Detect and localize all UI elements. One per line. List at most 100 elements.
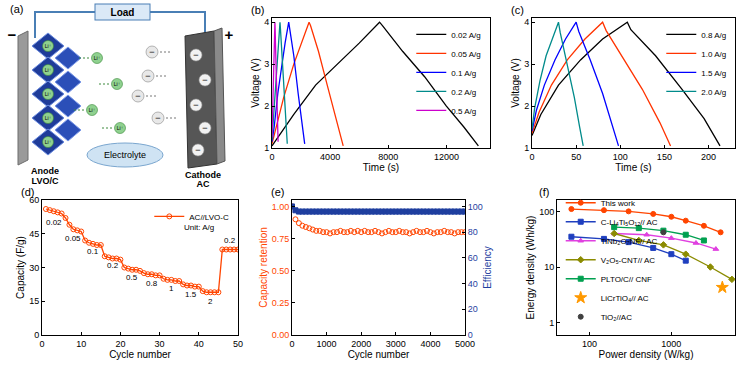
svg-text:0.2: 0.2 <box>224 236 236 245</box>
svg-text:2000: 2000 <box>351 339 371 349</box>
svg-text:−: − <box>202 123 207 133</box>
svg-text:AC: AC <box>197 179 210 188</box>
svg-text:0.05: 0.05 <box>65 234 81 243</box>
svg-text:Time (s): Time (s) <box>615 162 651 173</box>
svg-text:4: 4 <box>524 17 529 27</box>
svg-text:1.00: 1.00 <box>272 202 290 212</box>
svg-text:LVO/C: LVO/C <box>32 176 59 186</box>
svg-text:Voltage (V): Voltage (V) <box>510 58 521 107</box>
svg-text:−: − <box>145 71 150 81</box>
svg-text:60: 60 <box>29 195 39 205</box>
svg-text:V₂O₅-CNT// AC: V₂O₅-CNT// AC <box>601 256 656 265</box>
svg-text:Li⁺: Li⁺ <box>89 107 96 113</box>
svg-text:100: 100 <box>582 339 597 349</box>
svg-text:1.5 A/g: 1.5 A/g <box>701 69 726 78</box>
svg-text:40: 40 <box>468 279 478 289</box>
svg-text:0.5 A/g: 0.5 A/g <box>451 107 476 116</box>
svg-text:50: 50 <box>571 152 581 162</box>
svg-text:0: 0 <box>529 152 534 162</box>
svg-text:8000: 8000 <box>378 152 398 162</box>
svg-text:40: 40 <box>194 339 204 349</box>
svg-text:3000: 3000 <box>386 339 406 349</box>
svg-text:1.0 A/g: 1.0 A/g <box>701 50 726 59</box>
svg-text:(e): (e) <box>271 186 284 198</box>
svg-text:1: 1 <box>549 318 554 328</box>
svg-text:−: − <box>155 113 160 123</box>
svg-text:1: 1 <box>264 143 269 153</box>
svg-text:(b): (b) <box>251 4 264 16</box>
svg-text:Unit: A/g: Unit: A/g <box>184 223 214 232</box>
svg-text:0: 0 <box>39 339 44 349</box>
svg-text:200: 200 <box>701 152 716 162</box>
svg-text:Cathode: Cathode <box>185 170 221 180</box>
svg-text:1000: 1000 <box>317 339 337 349</box>
svg-text:Voltage (V): Voltage (V) <box>250 58 261 107</box>
svg-text:Capacity (F/g): Capacity (F/g) <box>15 236 26 299</box>
svg-text:−: − <box>135 91 140 101</box>
svg-text:−: − <box>202 75 207 85</box>
svg-text:Cycle number: Cycle number <box>348 349 410 360</box>
svg-text:4000: 4000 <box>420 339 440 349</box>
svg-text:2.0 A/g: 2.0 A/g <box>701 88 726 97</box>
svg-text:100: 100 <box>613 152 628 162</box>
svg-text:1000: 1000 <box>661 339 681 349</box>
svg-text:This work: This work <box>601 199 636 208</box>
svg-text:(a): (a) <box>10 3 23 15</box>
svg-text:2: 2 <box>264 101 269 111</box>
svg-text:4000: 4000 <box>320 152 340 162</box>
svg-text:Li⁺: Li⁺ <box>45 139 52 145</box>
svg-text:30: 30 <box>155 339 165 349</box>
svg-text:Capacity retention: Capacity retention <box>258 227 269 308</box>
svg-text:1.5: 1.5 <box>185 290 197 299</box>
svg-text:0.02 A/g: 0.02 A/g <box>451 31 480 40</box>
svg-text:0.8 A/g: 0.8 A/g <box>701 31 726 40</box>
svg-text:TiO₂//AC: TiO₂//AC <box>601 313 632 322</box>
svg-text:−: − <box>149 47 154 57</box>
svg-text:10: 10 <box>76 339 86 349</box>
svg-text:0.8: 0.8 <box>146 279 158 288</box>
svg-text:50: 50 <box>233 339 243 349</box>
svg-text:0.00: 0.00 <box>272 330 290 340</box>
svg-text:0: 0 <box>289 339 294 349</box>
svg-text:0.75: 0.75 <box>272 234 290 244</box>
svg-text:12000: 12000 <box>434 152 459 162</box>
svg-text:20: 20 <box>468 304 478 314</box>
svg-text:Li⁺: Li⁺ <box>94 55 101 61</box>
svg-text:0.25: 0.25 <box>272 298 290 308</box>
svg-text:Time (s): Time (s) <box>363 162 399 173</box>
svg-text:0.50: 0.50 <box>272 266 290 276</box>
svg-text:0.1: 0.1 <box>87 247 99 256</box>
svg-text:Anode: Anode <box>31 166 59 176</box>
svg-text:Li⁺: Li⁺ <box>114 81 121 87</box>
svg-text:0.2: 0.2 <box>107 261 119 270</box>
svg-text:3: 3 <box>264 59 269 69</box>
svg-text:3: 3 <box>524 59 529 69</box>
svg-text:−: − <box>193 50 198 60</box>
svg-text:−: − <box>195 145 200 155</box>
svg-text:(c): (c) <box>511 4 524 16</box>
svg-text:Li⁺: Li⁺ <box>45 67 52 73</box>
svg-text:30: 30 <box>29 263 39 273</box>
svg-text:45: 45 <box>29 229 39 239</box>
svg-text:0: 0 <box>468 330 473 340</box>
svg-text:LiCrTiO₄// AC: LiCrTiO₄// AC <box>601 294 649 303</box>
svg-text:0.5: 0.5 <box>126 273 138 282</box>
svg-text:0: 0 <box>34 330 39 340</box>
svg-text:Load: Load <box>111 7 135 18</box>
svg-text:−: − <box>8 26 17 43</box>
svg-text:(d): (d) <box>21 186 34 198</box>
svg-text:100: 100 <box>539 207 554 217</box>
svg-text:1: 1 <box>524 143 529 153</box>
svg-text:0: 0 <box>269 152 274 162</box>
svg-text:100: 100 <box>468 202 483 212</box>
svg-text:C-Li₄Ti₅O₁₂// AC: C-Li₄Ti₅O₁₂// AC <box>601 218 658 227</box>
svg-text:Power density (W/kg): Power density (W/kg) <box>598 349 693 360</box>
svg-text:10: 10 <box>544 262 554 272</box>
svg-text:Li⁺: Li⁺ <box>117 125 124 131</box>
svg-text:15: 15 <box>29 296 39 306</box>
svg-text:0.2 A/g: 0.2 A/g <box>451 88 476 97</box>
svg-text:4: 4 <box>264 17 269 27</box>
svg-text:5000: 5000 <box>455 339 475 349</box>
svg-text:1: 1 <box>169 284 174 293</box>
svg-text:Energy density (Wh/kg): Energy density (Wh/kg) <box>525 216 536 320</box>
